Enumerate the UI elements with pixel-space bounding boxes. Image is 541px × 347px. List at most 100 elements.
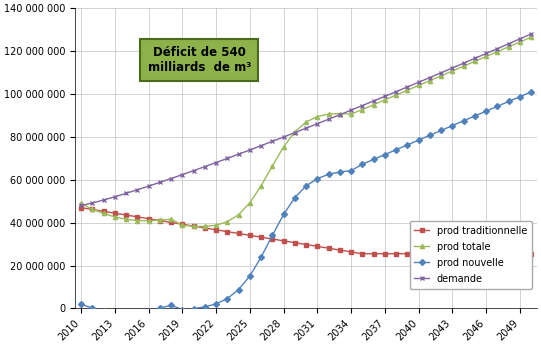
- prod traditionnelle: [202, 226, 208, 230]
- prod nouvelle: [472, 114, 478, 118]
- prod nouvelle: [371, 157, 377, 161]
- prod nouvelle: [280, 212, 287, 217]
- prod nouvelle: [179, 307, 186, 312]
- demande: [123, 191, 129, 195]
- prod traditionnelle: [100, 209, 107, 213]
- prod traditionnelle: [314, 244, 321, 248]
- prod totale: [247, 201, 253, 205]
- demande: [235, 152, 242, 156]
- prod nouvelle: [404, 143, 411, 147]
- demande: [269, 139, 275, 143]
- prod nouvelle: [202, 305, 208, 309]
- demande: [100, 198, 107, 202]
- prod totale: [325, 112, 332, 116]
- prod traditionnelle: [258, 235, 265, 239]
- prod nouvelle: [156, 306, 163, 310]
- prod totale: [517, 40, 523, 44]
- prod traditionnelle: [427, 252, 433, 256]
- prod totale: [449, 69, 456, 73]
- prod nouvelle: [505, 99, 512, 103]
- prod totale: [314, 115, 321, 119]
- demande: [179, 172, 186, 177]
- prod traditionnelle: [190, 224, 197, 228]
- prod traditionnelle: [123, 213, 129, 217]
- prod traditionnelle: [528, 252, 535, 256]
- prod nouvelle: [123, 311, 129, 315]
- prod traditionnelle: [404, 252, 411, 256]
- prod totale: [179, 223, 186, 227]
- prod traditionnelle: [146, 217, 152, 221]
- demande: [303, 126, 309, 130]
- demande: [111, 195, 118, 199]
- prod traditionnelle: [494, 252, 500, 256]
- prod totale: [100, 211, 107, 215]
- prod totale: [505, 45, 512, 49]
- prod nouvelle: [449, 124, 456, 128]
- prod traditionnelle: [325, 246, 332, 250]
- demande: [438, 71, 444, 75]
- demande: [78, 203, 84, 208]
- demande: [314, 122, 321, 126]
- prod traditionnelle: [359, 252, 366, 256]
- prod totale: [213, 223, 219, 227]
- demande: [517, 37, 523, 41]
- demande: [337, 113, 343, 117]
- prod traditionnelle: [393, 252, 399, 256]
- prod totale: [415, 83, 422, 87]
- prod nouvelle: [190, 306, 197, 311]
- prod nouvelle: [292, 195, 298, 200]
- prod traditionnelle: [472, 252, 478, 256]
- prod totale: [483, 54, 490, 59]
- prod totale: [292, 130, 298, 134]
- prod nouvelle: [89, 306, 96, 310]
- prod nouvelle: [359, 162, 366, 166]
- prod traditionnelle: [168, 220, 174, 225]
- prod totale: [78, 201, 84, 205]
- prod nouvelle: [146, 308, 152, 313]
- prod traditionnelle: [517, 252, 523, 256]
- demande: [505, 42, 512, 46]
- prod nouvelle: [111, 310, 118, 314]
- demande: [415, 80, 422, 84]
- demande: [202, 164, 208, 169]
- prod nouvelle: [494, 104, 500, 108]
- prod totale: [303, 120, 309, 124]
- prod traditionnelle: [415, 252, 422, 256]
- demande: [224, 156, 230, 160]
- Line: prod totale: prod totale: [79, 35, 533, 228]
- prod traditionnelle: [292, 240, 298, 245]
- prod totale: [359, 108, 366, 112]
- prod nouvelle: [134, 310, 141, 314]
- prod totale: [235, 213, 242, 217]
- prod totale: [337, 111, 343, 116]
- prod totale: [393, 93, 399, 97]
- prod traditionnelle: [449, 252, 456, 256]
- demande: [134, 188, 141, 192]
- prod nouvelle: [438, 128, 444, 133]
- Text: Déficit de 540
milliards  de m³: Déficit de 540 milliards de m³: [148, 46, 251, 74]
- prod nouvelle: [224, 296, 230, 301]
- prod traditionnelle: [213, 228, 219, 232]
- demande: [247, 148, 253, 152]
- prod totale: [89, 207, 96, 211]
- prod traditionnelle: [438, 252, 444, 256]
- prod nouvelle: [213, 302, 219, 306]
- demande: [280, 135, 287, 139]
- prod totale: [280, 145, 287, 149]
- Line: prod traditionnelle: prod traditionnelle: [79, 205, 533, 256]
- prod nouvelle: [517, 95, 523, 99]
- prod traditionnelle: [89, 208, 96, 212]
- prod nouvelle: [483, 109, 490, 113]
- demande: [427, 75, 433, 79]
- prod totale: [146, 219, 152, 223]
- prod totale: [348, 112, 354, 116]
- demande: [393, 90, 399, 94]
- prod totale: [224, 220, 230, 224]
- prod nouvelle: [427, 133, 433, 137]
- prod traditionnelle: [134, 215, 141, 219]
- prod totale: [202, 224, 208, 228]
- prod nouvelle: [393, 147, 399, 152]
- demande: [89, 201, 96, 205]
- prod nouvelle: [415, 138, 422, 142]
- prod traditionnelle: [224, 229, 230, 234]
